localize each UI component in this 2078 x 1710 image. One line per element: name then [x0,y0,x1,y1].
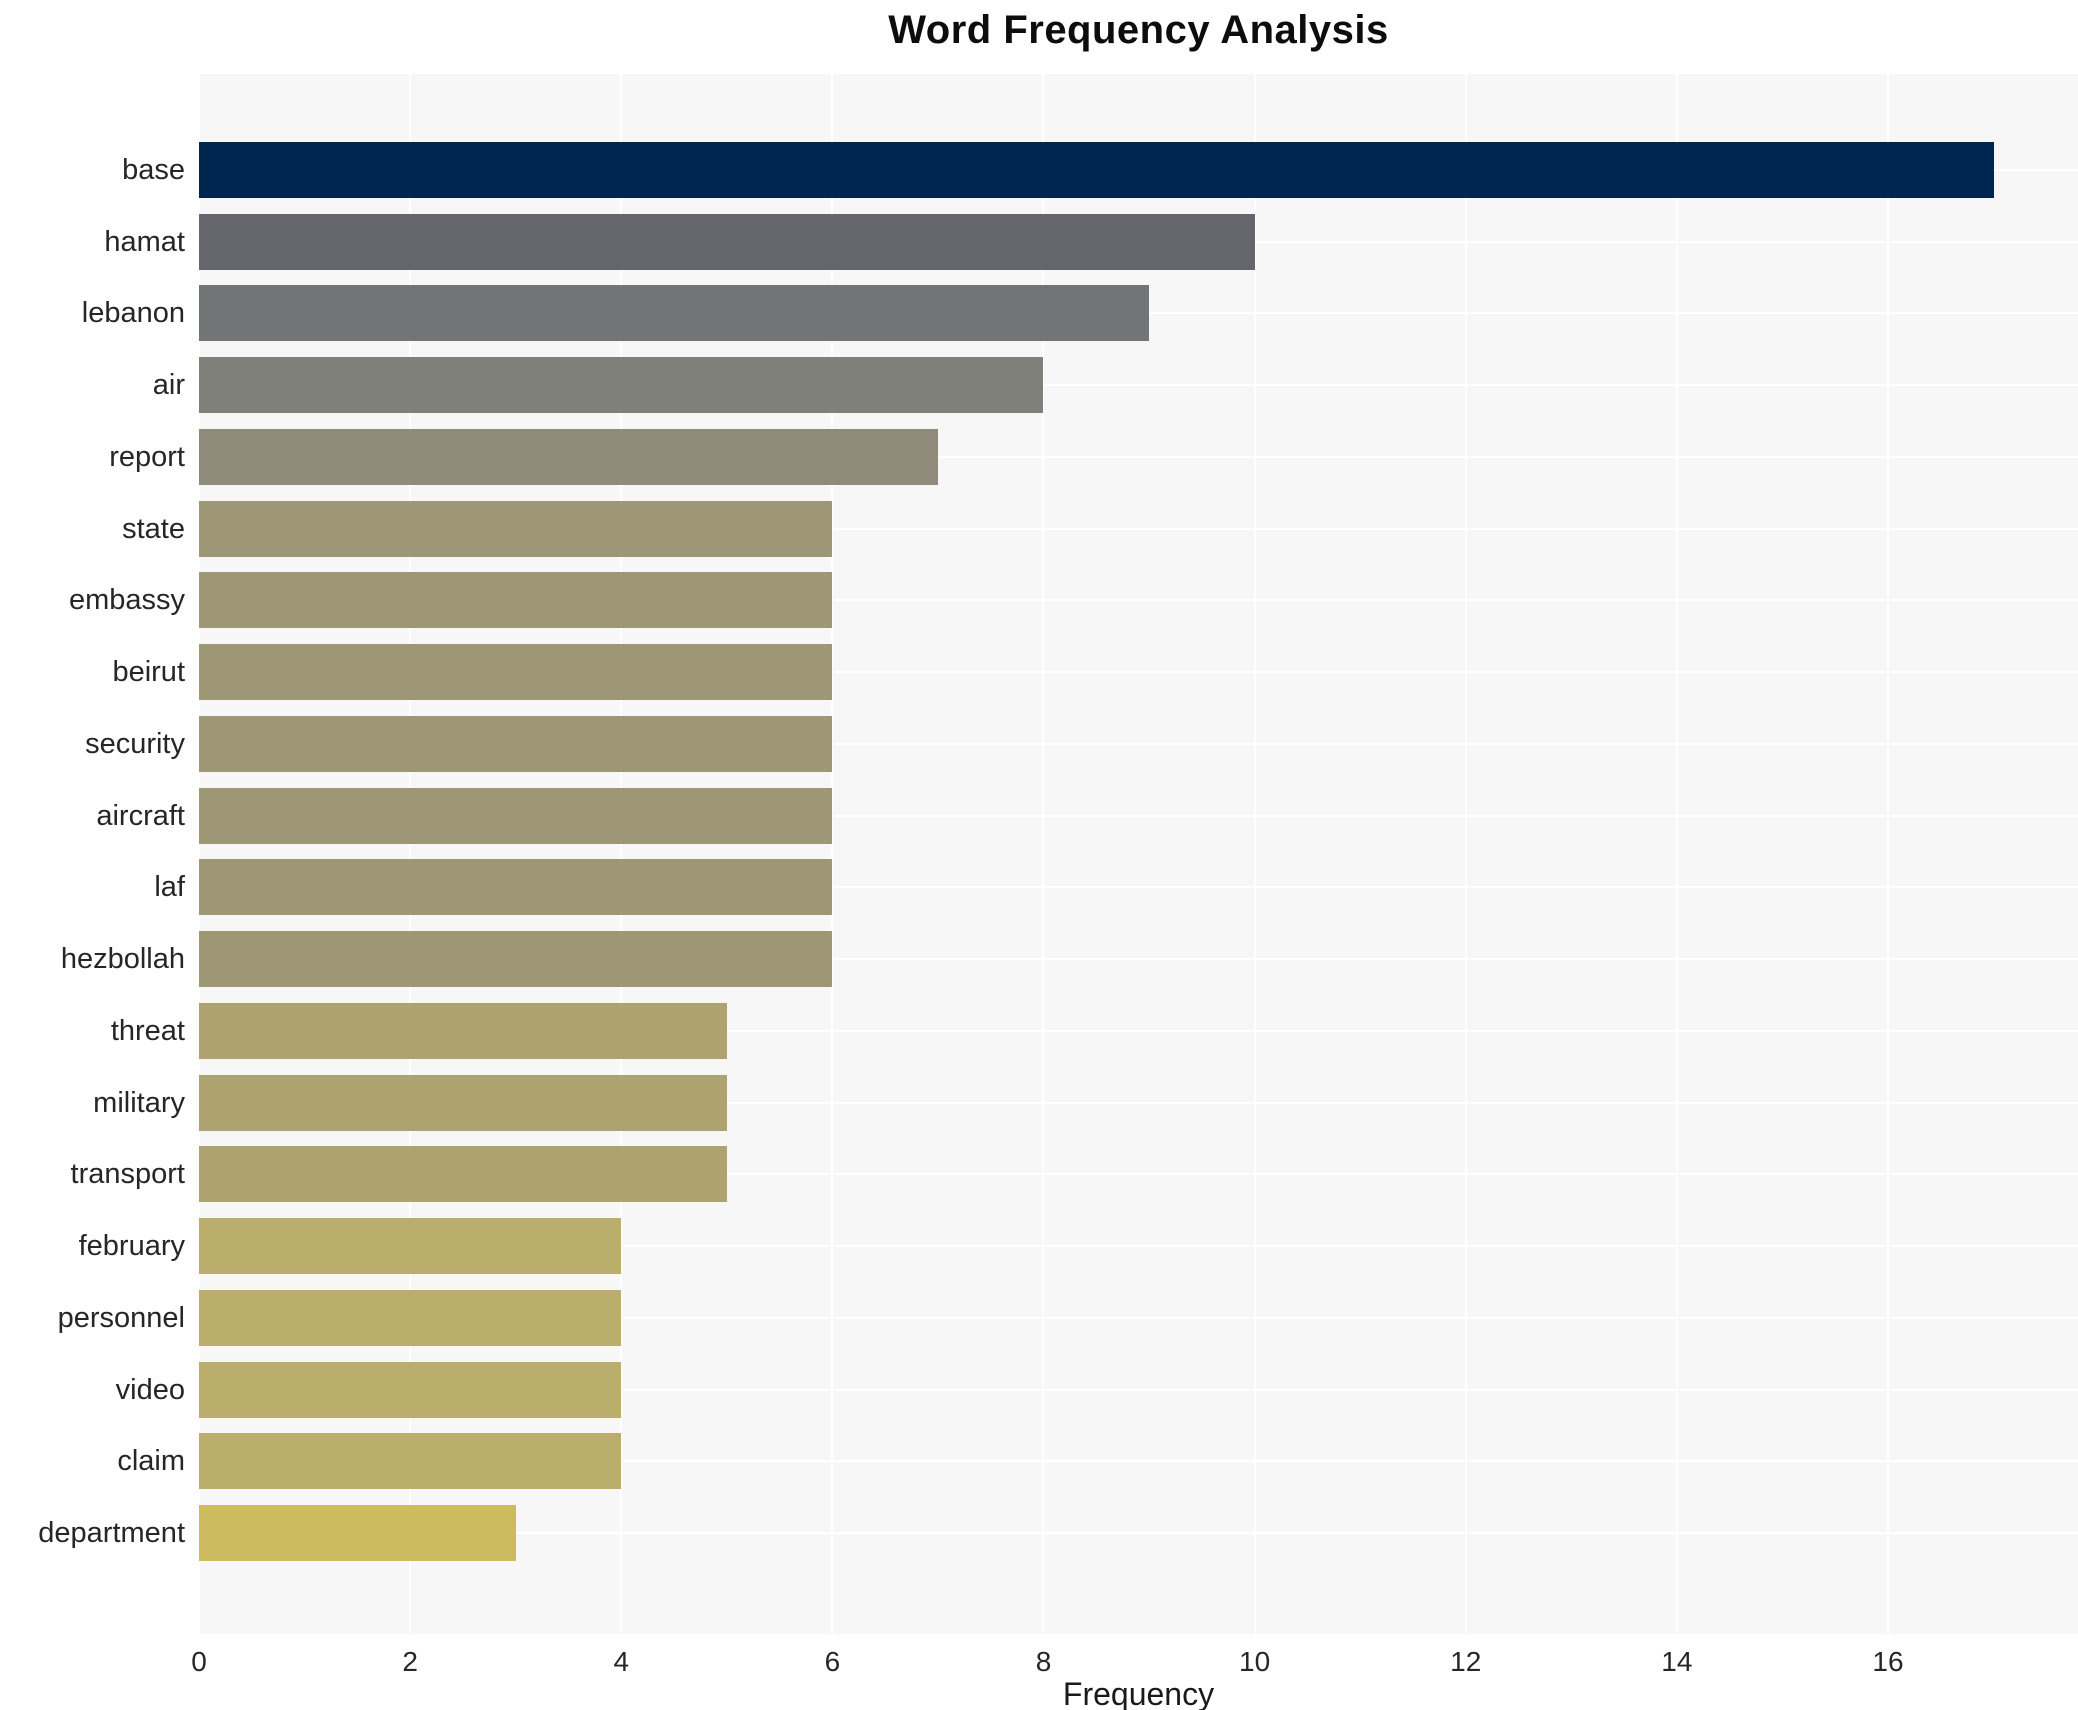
bar-report [199,428,938,485]
y-tick-label-air: air [152,369,185,402]
gridline-y-beirut [199,671,2078,674]
y-tick-label-base: base [122,153,185,186]
gridline-x-16 [1886,74,1889,1634]
gridline-x-8 [1042,74,1045,1634]
bar-video [199,1361,622,1418]
bar-aircraft [199,787,833,844]
bar-claim [199,1433,622,1490]
y-tick-label-video: video [115,1373,185,1406]
gridline-y-personnel [199,1316,2078,1319]
bar-lebanon [199,285,1150,342]
x-tick-label-0: 0 [191,1646,207,1677]
gridline-y-february [199,1245,2078,1248]
gridline-y-military [199,1101,2078,1104]
y-tick-label-aircraft: aircraft [96,799,185,832]
bar-transport [199,1146,727,1203]
y-tick-label-hamat: hamat [104,225,185,258]
gridline-y-state [199,527,2078,530]
gridline-x-2 [409,74,412,1634]
y-tick-label-security: security [85,727,185,760]
bar-state [199,500,833,557]
gridline-y-aircraft [199,814,2078,817]
y-tick-label-personnel: personnel [57,1301,185,1334]
gridline-y-threat [199,1029,2078,1032]
bar-beirut [199,644,833,701]
y-tick-label-transport: transport [70,1158,185,1191]
gridline-y-department [199,1532,2078,1535]
gridline-y-hezbollah [199,958,2078,961]
y-tick-label-state: state [122,512,185,545]
gridline-x-12 [1464,74,1467,1634]
x-tick-label-4: 4 [613,1646,630,1677]
y-tick-label-threat: threat [110,1014,185,1047]
bar-air [199,357,1044,414]
bar-threat [199,1002,727,1059]
chart-title: Word Frequency Analysis [888,8,1389,52]
x-tick-label-16: 16 [1872,1646,1904,1677]
x-tick-label-14: 14 [1661,1646,1693,1677]
bar-hezbollah [199,931,833,988]
y-tick-label-department: department [38,1517,185,1550]
gridline-y-video [199,1388,2078,1391]
bar-military [199,1074,727,1131]
gridline-x-4 [620,74,623,1634]
gridline-y-claim [199,1460,2078,1463]
x-tick-label-2: 2 [402,1646,418,1677]
gridline-x-0 [198,74,200,1634]
bar-hamat [199,213,1255,270]
gridline-y-embassy [199,599,2078,602]
bar-base [199,141,1994,198]
bar-laf [199,859,833,916]
y-tick-label-hezbollah: hezbollah [60,943,185,976]
gridline-y-security [199,742,2078,745]
gridline-x-14 [1675,74,1678,1634]
x-tick-label-6: 6 [824,1646,841,1677]
gridline-y-air [199,384,2078,387]
y-tick-label-embassy: embassy [68,584,185,617]
gridline-y-laf [199,886,2078,889]
x-axis-label: Frequency [1062,1676,1215,1710]
gridline-y-report [199,455,2078,458]
y-tick-label-military: military [93,1086,185,1119]
x-tick-label-8: 8 [1035,1646,1052,1677]
plot-area: base hamat lebanon air report state embassy bei… [38,74,2078,1634]
gridline-y-transport [199,1173,2078,1176]
gridline-x-10 [1253,74,1256,1634]
x-tick-label-10: 10 [1239,1646,1271,1677]
bar-embassy [199,572,833,629]
bar-security [199,715,833,772]
y-tick-label-laf: laf [154,871,185,904]
bar-february [199,1218,622,1275]
x-tick-label-12: 12 [1450,1646,1482,1677]
y-tick-label-beirut: beirut [112,656,185,689]
y-tick-label-lebanon: lebanon [81,297,185,330]
bar-personnel [199,1289,622,1346]
gridline-x-6 [831,74,834,1634]
y-tick-label-claim: claim [117,1445,185,1478]
bar-department [199,1505,516,1562]
y-tick-label-report: report [109,440,185,473]
y-tick-label-february: february [78,1230,185,1263]
